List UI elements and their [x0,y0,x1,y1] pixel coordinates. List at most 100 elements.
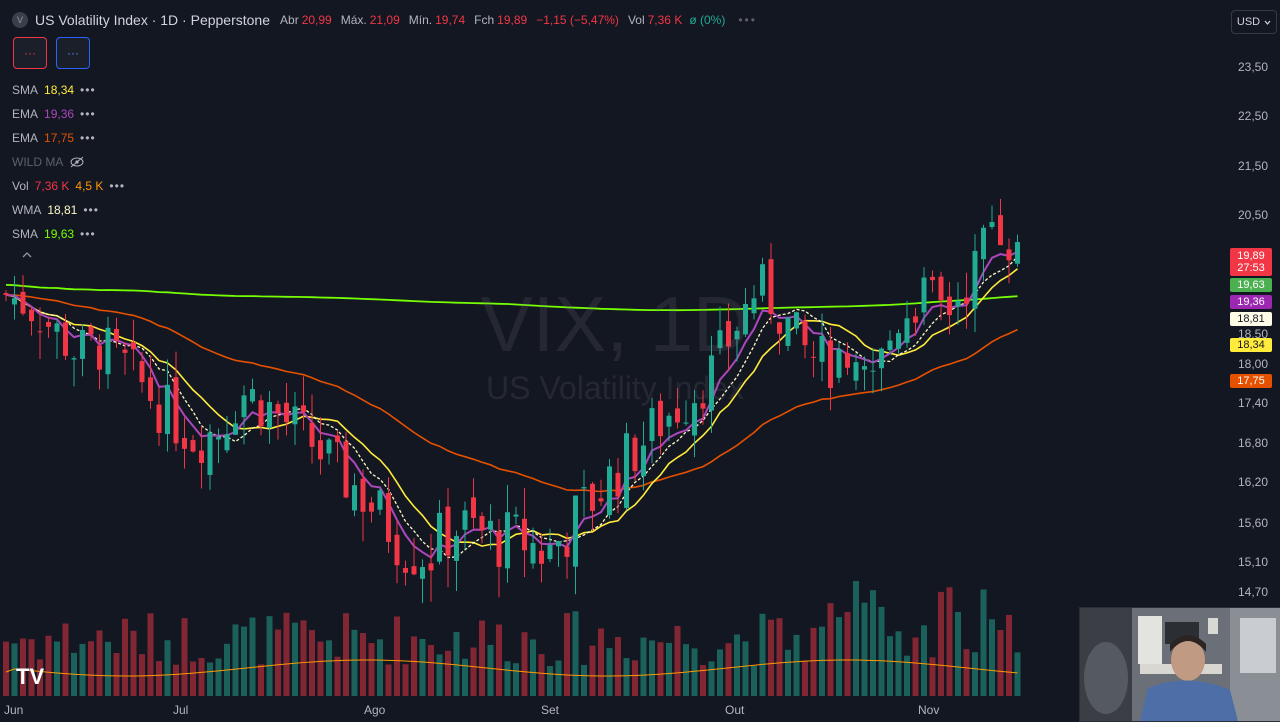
volume-bar [20,638,26,696]
legend-row[interactable]: EMA 17,75 ••• [12,126,125,150]
volume-bar [802,660,808,696]
volume-bar [734,634,740,696]
volume-bar [640,637,647,696]
volume-bar [827,603,834,696]
volume-ma-line [5,659,1018,677]
chart-title[interactable]: US Volatility Index · 1D · Pepperstone [35,12,271,28]
high-value: 21,09 [369,13,400,27]
volume-label: Vol [627,13,645,27]
volume-bar [870,590,876,696]
legend-more-icon[interactable]: ••• [80,131,96,145]
price-chart[interactable] [0,0,1226,700]
volume-bar [887,636,893,696]
indicator-button-red[interactable]: ··· [13,37,47,69]
candle-body [190,440,196,452]
candle-body [709,355,714,411]
candle-body [258,400,264,427]
chart-area[interactable] [0,0,1226,700]
x-tick-label: Out [725,703,745,717]
indicator-button-blue[interactable]: ··· [56,37,90,69]
legend-row[interactable]: EMA 19,36 ••• [12,102,125,126]
legend-row[interactable]: Vol 7,36 K 4,5 K ••• [12,174,125,198]
volume-bar [623,658,630,696]
tradingview-logo[interactable]: TV [16,664,45,689]
volume-bar [725,643,732,696]
more-icon[interactable]: ••• [738,13,757,27]
candle-body [97,345,102,370]
y-tick-label: 18,00 [1238,357,1269,371]
candle-body [760,264,765,296]
candle-body [71,358,77,360]
chevron-up-icon[interactable] [17,246,37,264]
legend-more-icon[interactable]: ••• [80,83,96,97]
candle-body [845,353,850,368]
volume-bar [598,628,604,696]
candle-body [947,296,952,316]
candle-body [54,323,60,332]
legend-more-icon[interactable]: ••• [80,107,96,121]
high-label: Máx. [340,13,367,27]
candle-body [717,330,723,349]
volume-bar [181,618,188,696]
legend-more-icon[interactable]: ••• [80,227,96,241]
volume-bar [708,661,715,696]
volume-bar [674,625,681,696]
volume-bar [1014,652,1021,696]
volume-bar [997,629,1004,696]
legend-name: SMA [12,227,39,241]
volume-bar [317,641,324,696]
volume-bar [385,664,392,696]
candle-body [394,534,400,566]
volume-bar [334,656,341,696]
volume-bar [309,630,315,696]
candle-body [360,478,366,512]
candle-body [241,395,247,418]
legend-row[interactable]: WILD MA [12,150,125,174]
candle-body [964,297,969,304]
volume-bar [938,591,944,696]
legend-row[interactable]: WMA 18,81 ••• [12,198,125,222]
candle-body [292,406,298,425]
candle-body [581,487,587,489]
volume-bar [521,632,528,696]
volume-bar [955,611,961,696]
candle-body [998,215,1003,246]
y-tick-label: 23,50 [1238,60,1269,74]
symbol-header[interactable]: V US Volatility Index · 1D · Pepperstone… [12,10,757,30]
candle-body [267,402,272,428]
candle-body [530,543,536,564]
volume-bar [45,635,52,696]
volume-bar [538,654,545,696]
candle-body [428,563,434,571]
candle-body [726,321,731,347]
close-label: Fch [474,13,495,27]
volume-bar [292,622,298,696]
legend-row[interactable]: SMA 19,63 ••• [12,222,125,246]
candle-body [46,321,51,327]
volume-bar [810,627,817,696]
candle-body [233,423,238,435]
candle-body [454,535,459,561]
volume-bar [326,640,332,696]
volume-bar [479,620,485,696]
legend-row[interactable]: SMA 18,34 ••• [12,78,125,102]
legend-more-icon[interactable]: ••• [109,179,126,193]
candle-body [768,259,774,315]
volume-bar [428,644,434,696]
volume-bar [122,618,128,696]
legend-more-icon[interactable]: ••• [83,203,99,217]
candle-body [420,567,425,579]
candle-body [904,318,910,343]
candle-body [207,432,213,475]
legend-value-secondary: 4,5 K [75,179,104,193]
candle-body [326,439,332,454]
volume-bar [742,641,749,696]
volume-bar [759,613,766,696]
volume-bar [28,639,35,696]
volume-bar [504,661,511,696]
x-tick-label: Jul [173,703,189,717]
volume-bar [717,649,723,696]
currency-selector[interactable]: USD [1231,10,1277,34]
candle-body [641,445,646,477]
hidden-eye-icon[interactable] [69,156,85,168]
